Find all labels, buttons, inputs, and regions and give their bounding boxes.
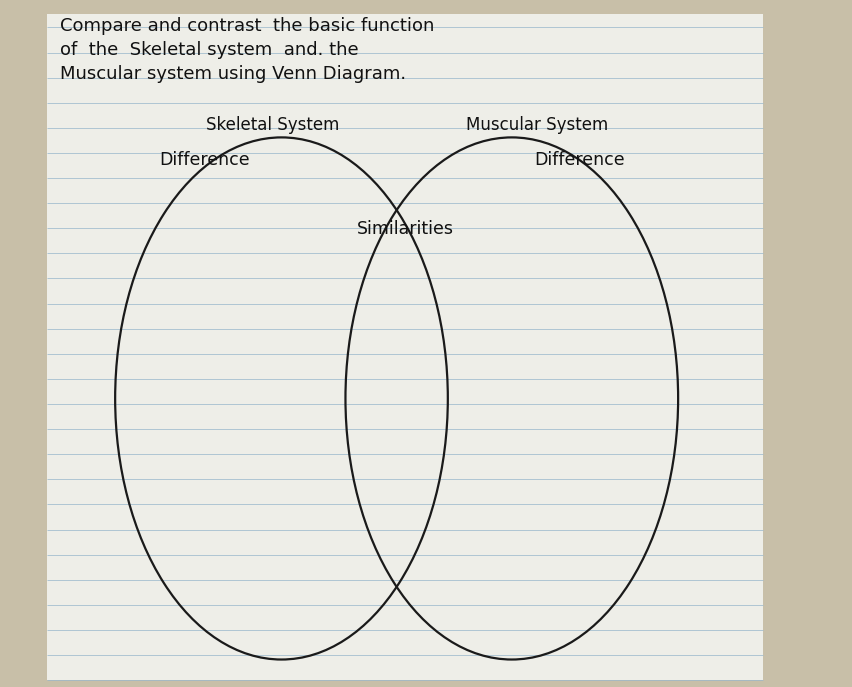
- Bar: [47, 14, 763, 680]
- Text: Muscular system using Venn Diagram.: Muscular system using Venn Diagram.: [60, 65, 406, 83]
- Text: Muscular System: Muscular System: [466, 116, 607, 134]
- Text: Difference: Difference: [159, 151, 250, 169]
- Text: Similarities: Similarities: [356, 220, 453, 238]
- Text: of  the  Skeletal system  and. the: of the Skeletal system and. the: [60, 41, 358, 59]
- Text: Difference: Difference: [534, 151, 625, 169]
- Text: Skeletal System: Skeletal System: [206, 116, 339, 134]
- Text: Compare and contrast  the basic function: Compare and contrast the basic function: [60, 17, 434, 35]
